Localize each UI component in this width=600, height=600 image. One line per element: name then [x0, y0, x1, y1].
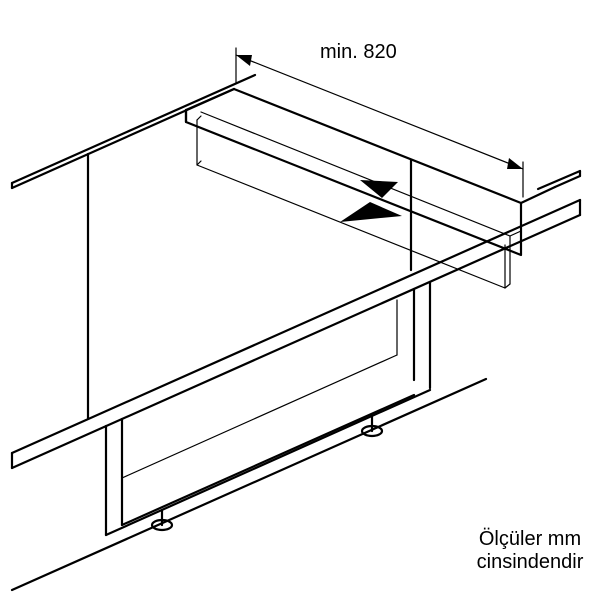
countertop-front-edge	[12, 200, 580, 468]
installation-diagram: min. 820 Ölçüler mm cinsindendir	[0, 0, 600, 600]
footnote: Ölçüler mm cinsindendir	[477, 528, 584, 573]
plinth-and-feet	[12, 379, 486, 590]
dimension-min-820: min. 820	[236, 41, 523, 197]
countertop-back-edge	[12, 75, 580, 189]
footnote-line1: Ölçüler mm	[479, 528, 581, 550]
dimension-label: min. 820	[320, 41, 397, 63]
footnote-line2: cinsindendir	[477, 551, 584, 573]
